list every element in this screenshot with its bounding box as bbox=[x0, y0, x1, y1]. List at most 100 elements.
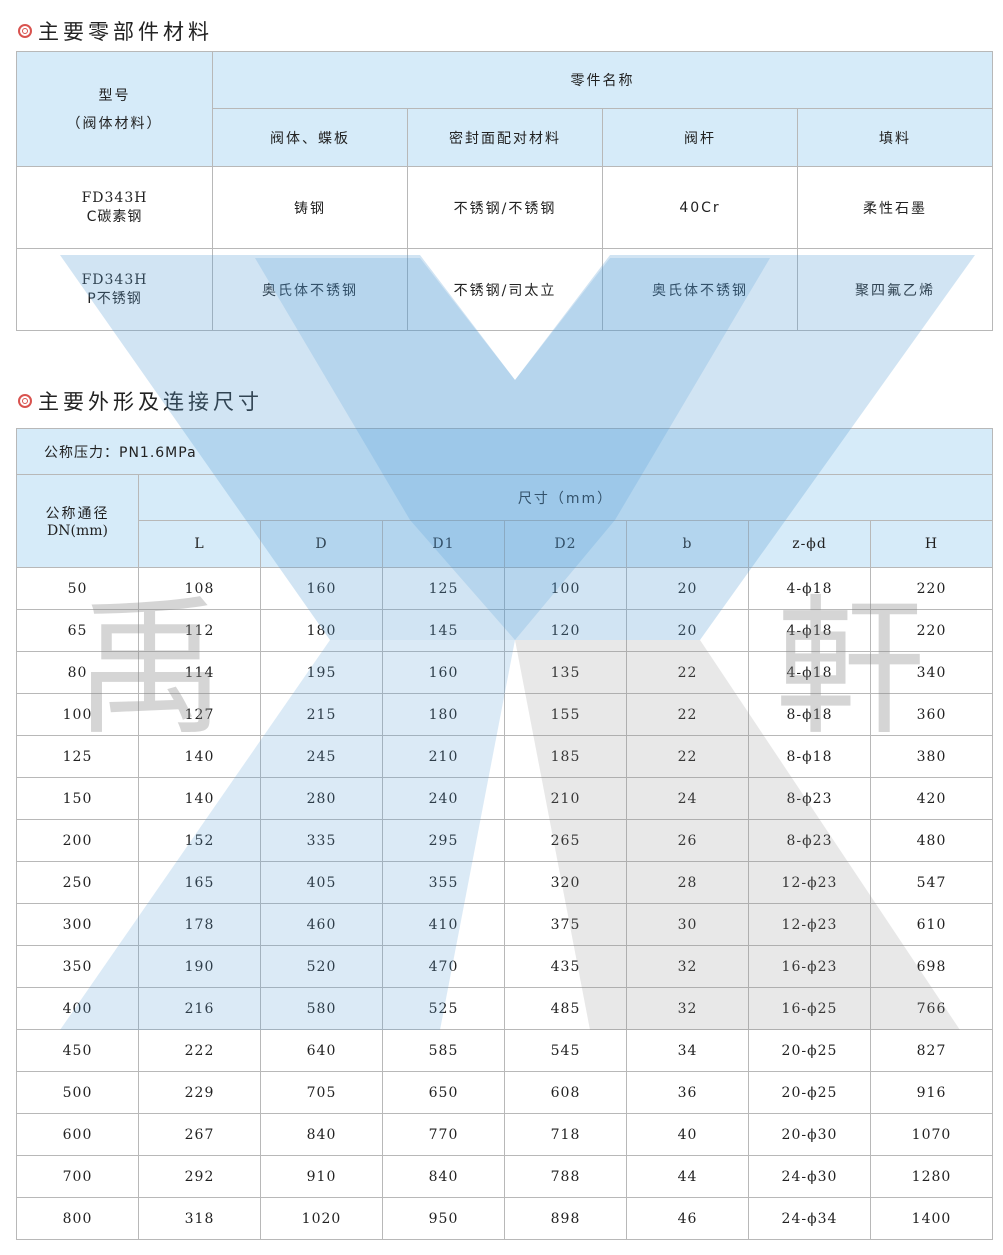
dimension-row: 200 152 335 295 265 26 8-ϕ23 480 bbox=[16, 819, 993, 862]
section-title-dimensions: 主要外形及连接尺寸 bbox=[18, 386, 263, 416]
dimension-cell: 140 bbox=[138, 777, 261, 820]
dimension-cell: 4-ϕ18 bbox=[748, 651, 871, 694]
dimension-cell: 700 bbox=[16, 1155, 139, 1198]
dimension-cell: 178 bbox=[138, 903, 261, 946]
dimension-cell: 100 bbox=[16, 693, 139, 736]
dimension-cell: 380 bbox=[870, 735, 993, 778]
dimension-cell: 216 bbox=[138, 987, 261, 1030]
model-header: 型号 （阀体材料） bbox=[16, 51, 213, 167]
dimension-cell: 127 bbox=[138, 693, 261, 736]
dimension-cell: 245 bbox=[260, 735, 383, 778]
dimension-cell: 240 bbox=[382, 777, 505, 820]
dimension-column-header: D2 bbox=[504, 520, 627, 568]
parts-header: 零件名称 bbox=[212, 51, 993, 109]
dimension-cell: 4-ϕ18 bbox=[748, 567, 871, 610]
dimension-cell: 405 bbox=[260, 861, 383, 904]
dimension-cell: 525 bbox=[382, 987, 505, 1030]
dimension-cell: 485 bbox=[504, 987, 627, 1030]
dimension-cell: 420 bbox=[870, 777, 993, 820]
dimension-row: 50 108 160 125 100 20 4-ϕ18 220 bbox=[16, 567, 993, 610]
bullet-ring-icon bbox=[18, 24, 32, 38]
dimension-cell: 360 bbox=[870, 693, 993, 736]
dimension-cell: 40 bbox=[626, 1113, 749, 1156]
materials-table: 型号 （阀体材料） 零件名称 阀体、蝶板 密封面配对材料 阀杆 填料 FD343H C碳素… bbox=[16, 51, 993, 331]
dimension-cell: 335 bbox=[260, 819, 383, 862]
dimension-cell: 12-ϕ23 bbox=[748, 861, 871, 904]
dimension-cell: 8-ϕ18 bbox=[748, 735, 871, 778]
dimension-cell: 1070 bbox=[870, 1113, 993, 1156]
dimension-cell: 770 bbox=[382, 1113, 505, 1156]
dimension-row: 150 140 280 240 210 24 8-ϕ23 420 bbox=[16, 777, 993, 820]
material-cell: 铸钢 bbox=[212, 166, 408, 249]
dimension-column-header: L bbox=[138, 520, 261, 568]
dimension-cell: 1280 bbox=[870, 1155, 993, 1198]
dimension-cell: 185 bbox=[504, 735, 627, 778]
dimension-cell: 32 bbox=[626, 987, 749, 1030]
dimension-cell: 898 bbox=[504, 1197, 627, 1240]
dimension-row: 300 178 460 410 375 30 12-ϕ23 610 bbox=[16, 903, 993, 946]
dimension-cell: 24-ϕ34 bbox=[748, 1197, 871, 1240]
dimension-cell: 460 bbox=[260, 903, 383, 946]
dimension-cell: 435 bbox=[504, 945, 627, 988]
dimension-row: 65 112 180 145 120 20 4-ϕ18 220 bbox=[16, 609, 993, 652]
dimension-cell: 180 bbox=[382, 693, 505, 736]
dimension-cell: 800 bbox=[16, 1197, 139, 1240]
dimension-column-header: H bbox=[870, 520, 993, 568]
dimension-cell: 950 bbox=[382, 1197, 505, 1240]
dimension-cell: 300 bbox=[16, 903, 139, 946]
model-cell: FD343H P不锈钢 bbox=[16, 248, 213, 331]
dimension-cell: 160 bbox=[382, 651, 505, 694]
dimension-row: 800 318 1020 950 898 46 24-ϕ34 1400 bbox=[16, 1197, 993, 1240]
dimension-cell: 28 bbox=[626, 861, 749, 904]
dimension-cell: 210 bbox=[382, 735, 505, 778]
dimension-cell: 222 bbox=[138, 1029, 261, 1072]
dimension-cell: 295 bbox=[382, 819, 505, 862]
dimension-cell: 100 bbox=[504, 567, 627, 610]
dimension-cell: 827 bbox=[870, 1029, 993, 1072]
dimension-cell: 340 bbox=[870, 651, 993, 694]
dimension-cell: 155 bbox=[504, 693, 627, 736]
dimension-row: 500 229 705 650 608 36 20-ϕ25 916 bbox=[16, 1071, 993, 1114]
dimension-cell: 26 bbox=[626, 819, 749, 862]
dimension-cell: 220 bbox=[870, 567, 993, 610]
dimension-cell: 400 bbox=[16, 987, 139, 1030]
dimension-cell: 480 bbox=[870, 819, 993, 862]
dimension-cell: 766 bbox=[870, 987, 993, 1030]
material-cell: 不锈钢/不锈钢 bbox=[407, 166, 603, 249]
dimension-cell: 265 bbox=[504, 819, 627, 862]
material-row: FD343H P不锈钢 奥氏体不锈钢 不锈钢/司太立 奥氏体不锈钢 聚四氟乙烯 bbox=[16, 248, 993, 331]
parts-column-header: 密封面配对材料 bbox=[407, 108, 603, 167]
dimension-cell: 120 bbox=[504, 609, 627, 652]
dimension-cell: 34 bbox=[626, 1029, 749, 1072]
dimension-cell: 20 bbox=[626, 609, 749, 652]
dimension-cell: 108 bbox=[138, 567, 261, 610]
dimension-cell: 547 bbox=[870, 861, 993, 904]
dimension-cell: 410 bbox=[382, 903, 505, 946]
parts-column-header: 填料 bbox=[797, 108, 993, 167]
dimension-cell: 375 bbox=[504, 903, 627, 946]
dimension-cell: 30 bbox=[626, 903, 749, 946]
dimension-row: 400 216 580 525 485 32 16-ϕ25 766 bbox=[16, 987, 993, 1030]
dimension-cell: 20-ϕ30 bbox=[748, 1113, 871, 1156]
parts-column-header: 阀杆 bbox=[602, 108, 798, 167]
dimension-cell: 229 bbox=[138, 1071, 261, 1114]
dimension-cell: 1400 bbox=[870, 1197, 993, 1240]
dimension-cell: 50 bbox=[16, 567, 139, 610]
dimensions-table: 公称压力：PN1.6MPa 公称通径 DN(mm) 尺寸（mm） L D D1 D2 b z… bbox=[16, 428, 993, 1240]
dimension-row: 450 222 640 585 545 34 20-ϕ25 827 bbox=[16, 1029, 993, 1072]
dimension-cell: 450 bbox=[16, 1029, 139, 1072]
dimension-cell: 145 bbox=[382, 609, 505, 652]
dimension-cell: 8-ϕ23 bbox=[748, 819, 871, 862]
dimension-cell: 44 bbox=[626, 1155, 749, 1198]
dimension-cell: 280 bbox=[260, 777, 383, 820]
section-title-materials: 主要零部件材料 bbox=[18, 16, 213, 46]
dimension-cell: 250 bbox=[16, 861, 139, 904]
dimension-cell: 650 bbox=[382, 1071, 505, 1114]
dimension-cell: 320 bbox=[504, 861, 627, 904]
dimension-cell: 195 bbox=[260, 651, 383, 694]
bullet-ring-icon bbox=[18, 394, 32, 408]
dimension-row: 250 165 405 355 320 28 12-ϕ23 547 bbox=[16, 861, 993, 904]
dimension-cell: 355 bbox=[382, 861, 505, 904]
dimension-cell: 520 bbox=[260, 945, 383, 988]
dimension-cell: 160 bbox=[260, 567, 383, 610]
